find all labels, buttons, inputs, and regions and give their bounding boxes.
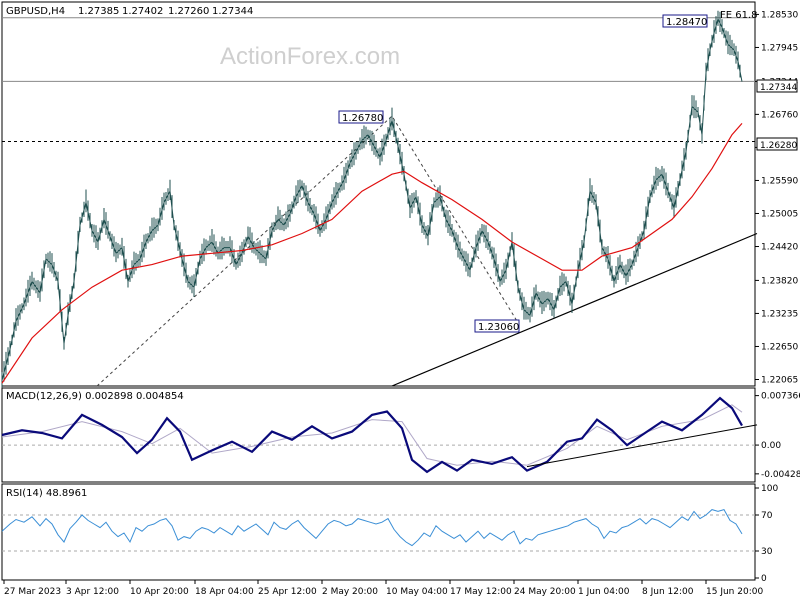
x-tick-label: 3 Apr 12:00 <box>66 587 119 597</box>
price-tick-label: 1.25590 <box>761 176 798 186</box>
annotation-high-label: 1.28470 <box>666 17 707 28</box>
rsi-tick-label: 70 <box>761 511 773 521</box>
price-tick-label: 1.28530 <box>761 10 798 20</box>
rsi-series <box>1 509 743 547</box>
x-tick-label: 25 Apr 12:00 <box>258 587 317 597</box>
annotation-fe: FE 61.8 <box>720 10 758 21</box>
rsi-tick-label: 30 <box>761 547 773 557</box>
price-tick-label: 1.22650 <box>761 342 798 352</box>
rsi-line <box>1 509 743 547</box>
annotation-mid-label: 1.26780 <box>342 113 383 124</box>
current-price-label: 1.27344 <box>760 83 797 93</box>
annotation-high: 1.28470 <box>662 14 708 28</box>
rsi-title: RSI(14) 48.8961 <box>6 488 87 499</box>
price-tick-label: 1.26760 <box>761 110 798 120</box>
price-panel-frame <box>1 1 756 387</box>
x-tick-label: 15 Jun 20:00 <box>706 587 763 597</box>
macd-title: MACD(12,26,9) 0.002898 0.004854 <box>6 391 184 402</box>
projection-dashed-line <box>96 115 518 387</box>
price-y-ticks: 1.285301.279451.273441.267601.261751.255… <box>755 10 798 386</box>
macd-tick-label: 0.00 <box>761 441 781 451</box>
watermark: ActionForex.com <box>220 43 400 70</box>
x-tick-label: 27 Mar 2023 <box>4 587 61 597</box>
low-value: 1.27260 <box>168 6 209 17</box>
macd-y-ticks: 0.007366 0.00 -0.004286 <box>2 392 800 480</box>
x-tick-label: 8 Jun 12:00 <box>642 587 694 597</box>
price-tick-label: 1.27945 <box>761 43 798 53</box>
open-value: 1.27385 <box>78 6 119 17</box>
macd-signal-line <box>1 404 743 466</box>
price-close-line <box>1 17 743 381</box>
x-tick-label: 17 May 12:00 <box>450 587 512 597</box>
horizontal-level-label: 1.26280 <box>760 141 797 151</box>
high-value: 1.27402 <box>122 6 163 17</box>
price-series <box>1 10 743 388</box>
rsi-y-ticks: 100 70 30 0 <box>2 484 778 584</box>
annotation-mid: 1.26780 <box>338 110 384 124</box>
macd-line <box>1 396 743 474</box>
price-tick-label: 1.25005 <box>761 209 798 219</box>
price-overlays <box>2 17 758 387</box>
moving-average-line <box>1 123 743 384</box>
price-tick-label: 1.24420 <box>761 243 798 253</box>
rsi-panel-frame <box>1 483 756 581</box>
macd-tick-label: -0.004286 <box>761 470 800 480</box>
x-tick-label: 18 Apr 04:00 <box>195 587 254 597</box>
annotation-low-label: 1.23060 <box>478 322 519 333</box>
x-tick-label: 10 May 04:00 <box>386 587 448 597</box>
annotation-low: 1.23060 <box>474 319 520 333</box>
current-price-box: 1.27344 <box>756 79 798 93</box>
close-value: 1.27344 <box>212 6 253 17</box>
horizontal-level-box: 1.26280 <box>756 137 798 151</box>
x-tick-label: 2 May 20:00 <box>322 587 378 597</box>
symbol-label: GBPUSD,H4 <box>6 6 65 17</box>
x-axis-ticks: 27 Mar 2023 3 Apr 12:00 10 Apr 20:00 18 Apr… <box>3 580 763 597</box>
rsi-tick-label: 0 <box>761 574 767 584</box>
macd-tick-label: 0.007366 <box>761 392 800 402</box>
macd-panel-frame <box>1 387 756 483</box>
x-tick-label: 1 Jun 04:00 <box>578 587 630 597</box>
x-tick-label: 24 May 20:00 <box>514 587 576 597</box>
macd-trendline <box>526 424 758 468</box>
macd-series <box>1 396 758 474</box>
price-tick-label: 1.23235 <box>761 309 798 319</box>
price-tick-label: 1.23820 <box>761 276 798 286</box>
price-tick-label: 1.22065 <box>761 376 798 386</box>
support-trendline <box>391 232 758 387</box>
x-tick-label: 10 Apr 20:00 <box>130 587 189 597</box>
rsi-tick-label: 100 <box>761 484 778 494</box>
